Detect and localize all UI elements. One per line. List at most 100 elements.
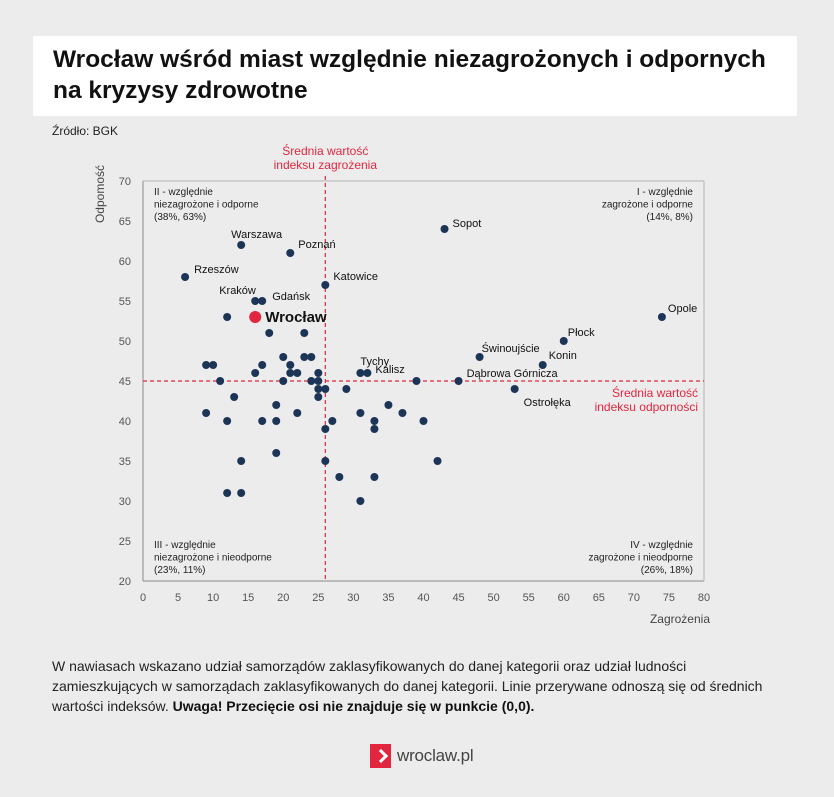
y-tick-label: 30 <box>119 496 131 508</box>
x-tick-label: 35 <box>382 592 394 604</box>
data-point <box>279 377 288 385</box>
chart-title: Wrocław wśród miast względnie niezagrożo… <box>53 46 766 104</box>
data-point <box>510 385 519 393</box>
data-point <box>202 409 211 417</box>
x-tick-label: 45 <box>452 592 464 604</box>
x-tick-label: 75 <box>663 592 675 604</box>
data-point <box>342 385 351 393</box>
x-tick-label: 55 <box>523 592 535 604</box>
highlight-label: Wrocław <box>265 309 327 326</box>
data-point <box>370 425 379 433</box>
quadrant-label: IV - względnie <box>630 540 693 551</box>
data-point <box>384 401 393 409</box>
data-point <box>286 369 295 377</box>
quadrant-label: (38%, 63%) <box>154 212 206 223</box>
data-point <box>209 361 218 369</box>
data-point <box>300 329 309 337</box>
x-axis-label: Zagrożenia <box>650 612 710 626</box>
y-tick-label: 55 <box>119 296 131 308</box>
y-tick-label: 50 <box>119 336 131 348</box>
data-point <box>279 353 288 361</box>
data-point <box>237 241 246 249</box>
data-point <box>216 377 225 385</box>
data-point <box>475 353 484 361</box>
x-tick-label: 70 <box>628 592 640 604</box>
quadrant-label: (14%, 8%) <box>646 212 693 223</box>
data-point <box>314 377 323 385</box>
y-axis-label: Odpomość <box>93 165 107 223</box>
x-tick-label: 15 <box>242 592 254 604</box>
data-point <box>433 457 442 465</box>
x-tick-label: 20 <box>277 592 289 604</box>
data-point <box>286 361 295 369</box>
data-point <box>328 417 337 425</box>
x-tick-label: 25 <box>312 592 324 604</box>
data-point <box>335 473 344 481</box>
data-point <box>321 457 330 465</box>
data-point <box>265 329 274 337</box>
chevron-right-icon <box>370 744 391 768</box>
brand-logo[interactable]: wroclaw.pl <box>370 743 474 769</box>
point-label: Dąbrowa Górnicza <box>467 368 559 380</box>
point-label: Świnoujście <box>482 342 540 355</box>
quadrant-label: niezagrożone i nieodporne <box>154 553 272 564</box>
data-point <box>307 353 316 361</box>
reference-label-vertical: indeksu zagrożenia <box>274 158 378 172</box>
data-point <box>307 377 316 385</box>
data-point <box>454 377 463 385</box>
x-tick-label: 80 <box>698 592 710 604</box>
data-point <box>559 337 568 345</box>
quadrant-label: (26%, 18%) <box>641 565 693 576</box>
point-label: Poznań <box>298 239 335 251</box>
data-point <box>356 497 365 505</box>
point-label: Gdańsk <box>272 291 310 303</box>
y-tick-label: 35 <box>119 456 131 468</box>
point-label: Tychy <box>360 356 389 368</box>
quadrant-label: I - względnie <box>637 187 694 198</box>
quadrant-label: zagrożone i odporne <box>602 200 694 211</box>
data-point <box>314 393 323 401</box>
footnote-warning: Uwaga! Przecięcie osi nie znajduje się w… <box>172 698 535 714</box>
scatter-chart: 20 25 30 35 40 45 50 55 60 65 70 0 5 10 15 20 25 30 35 40 45… <box>93 143 710 626</box>
data-point <box>272 401 281 409</box>
x-tick-label: 5 <box>175 592 181 604</box>
footnote-text: W nawiasach wskazano udział samorządów z… <box>52 658 763 714</box>
y-tick-label: 40 <box>119 416 131 428</box>
y-tick-label: 65 <box>119 216 131 228</box>
x-tick-label: 0 <box>140 592 146 604</box>
point-label: Ostrołęka <box>524 397 572 409</box>
data-point <box>440 225 449 233</box>
x-tick-label: 65 <box>593 592 605 604</box>
reference-label-vertical: Średnia wartość <box>282 143 368 158</box>
data-point <box>251 297 260 305</box>
y-tick-label: 25 <box>119 536 131 548</box>
highlight-point <box>249 311 262 323</box>
brand-text: wroclaw.pl <box>397 746 474 765</box>
data-point <box>223 489 232 497</box>
title-box: Wrocław wśród miast względnie niezagrożo… <box>33 36 797 116</box>
data-point <box>293 409 302 417</box>
quadrant-label: III - względnie <box>154 540 216 551</box>
data-point <box>321 425 330 433</box>
data-point <box>202 361 211 369</box>
data-point <box>286 249 295 257</box>
data-point <box>538 361 547 369</box>
point-label: Katowice <box>333 271 378 283</box>
data-point <box>258 297 267 305</box>
data-point <box>237 457 246 465</box>
point-label: Płock <box>568 327 595 339</box>
data-point <box>181 273 190 281</box>
data-point <box>356 409 365 417</box>
x-tick-label: 30 <box>347 592 359 604</box>
x-tick-label: 60 <box>558 592 570 604</box>
data-point <box>321 281 330 289</box>
quadrant-label: (23%, 11%) <box>154 565 206 576</box>
data-point <box>230 393 239 401</box>
data-point <box>223 313 232 321</box>
x-tick-label: 50 <box>488 592 500 604</box>
data-point <box>251 369 260 377</box>
data-point <box>398 409 407 417</box>
reference-label-horizontal: indeksu odporności <box>595 400 698 414</box>
y-tick-label: 70 <box>119 176 131 188</box>
reference-label-horizontal: Średnia wartość <box>612 385 698 400</box>
